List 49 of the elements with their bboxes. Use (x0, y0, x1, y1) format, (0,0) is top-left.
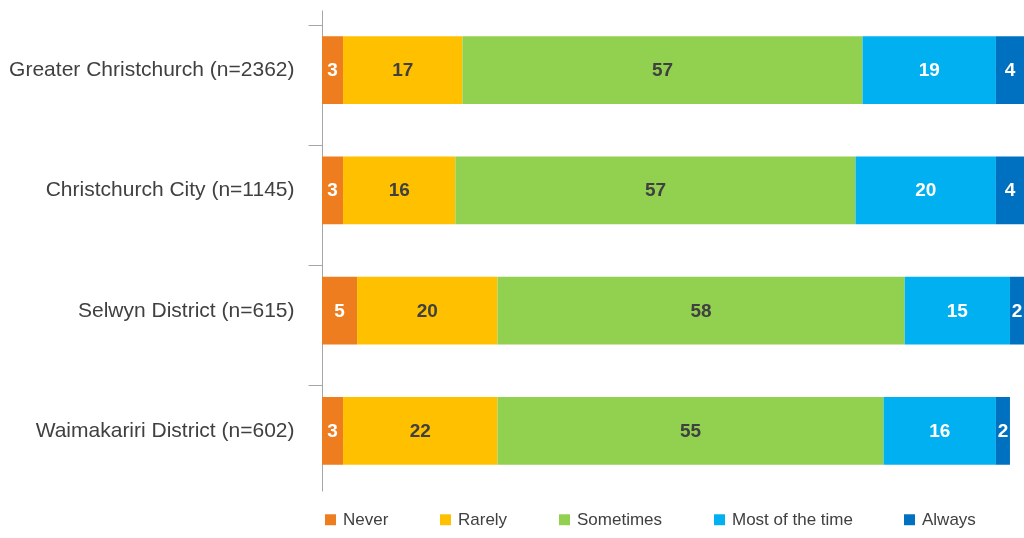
bar (322, 36, 344, 104)
data-label: 2 (997, 419, 1009, 441)
data-label: 16 (929, 419, 951, 441)
bar (497, 397, 884, 465)
bar (497, 276, 905, 345)
bar (343, 36, 463, 104)
bar (995, 397, 1010, 465)
data-label: 3 (327, 179, 338, 201)
data-label: 16 (388, 179, 410, 201)
legend-label: Always (922, 509, 976, 529)
y-tick-label: Waimakariri District (n=602) (35, 417, 295, 441)
data-label: 17 (392, 59, 414, 81)
data-label: 5 (334, 299, 346, 321)
bar (995, 36, 1024, 104)
bar (462, 36, 863, 104)
data-label: 4 (1004, 179, 1016, 201)
data-label: 58 (690, 299, 712, 321)
bar (1009, 276, 1024, 345)
bar (357, 276, 498, 345)
data-label: 55 (679, 419, 702, 441)
legend-label: Most of the time (732, 509, 853, 529)
data-label: 15 (946, 299, 969, 321)
legend-label: Never (343, 509, 389, 529)
data-label: 57 (644, 179, 667, 201)
bar (883, 397, 996, 465)
data-label: 19 (918, 59, 940, 81)
bar (862, 36, 996, 104)
bar (343, 397, 498, 465)
legend-label: Rarely (458, 509, 508, 529)
legend-label: Sometimes (577, 509, 663, 529)
y-tick-label: Selwyn District (n=615) (78, 297, 295, 321)
data-label: 3 (327, 59, 338, 81)
bar (322, 397, 344, 465)
bar (322, 156, 344, 225)
bar (995, 156, 1024, 225)
y-tick-label: Greater Christchurch (n=2362) (9, 57, 295, 81)
bar (343, 156, 456, 225)
data-label: 20 (915, 179, 937, 201)
bar (455, 156, 856, 225)
data-label: 22 (409, 419, 431, 441)
data-label: 57 (651, 59, 674, 81)
data-label: 20 (416, 299, 438, 321)
bar (322, 276, 358, 345)
data-label: 2 (1011, 299, 1023, 321)
y-tick-label: Christchurch City (n=1145) (45, 177, 295, 201)
data-label: 3 (327, 419, 338, 441)
data-label: 4 (1004, 59, 1016, 81)
bar (855, 156, 996, 225)
bar (904, 276, 1010, 345)
